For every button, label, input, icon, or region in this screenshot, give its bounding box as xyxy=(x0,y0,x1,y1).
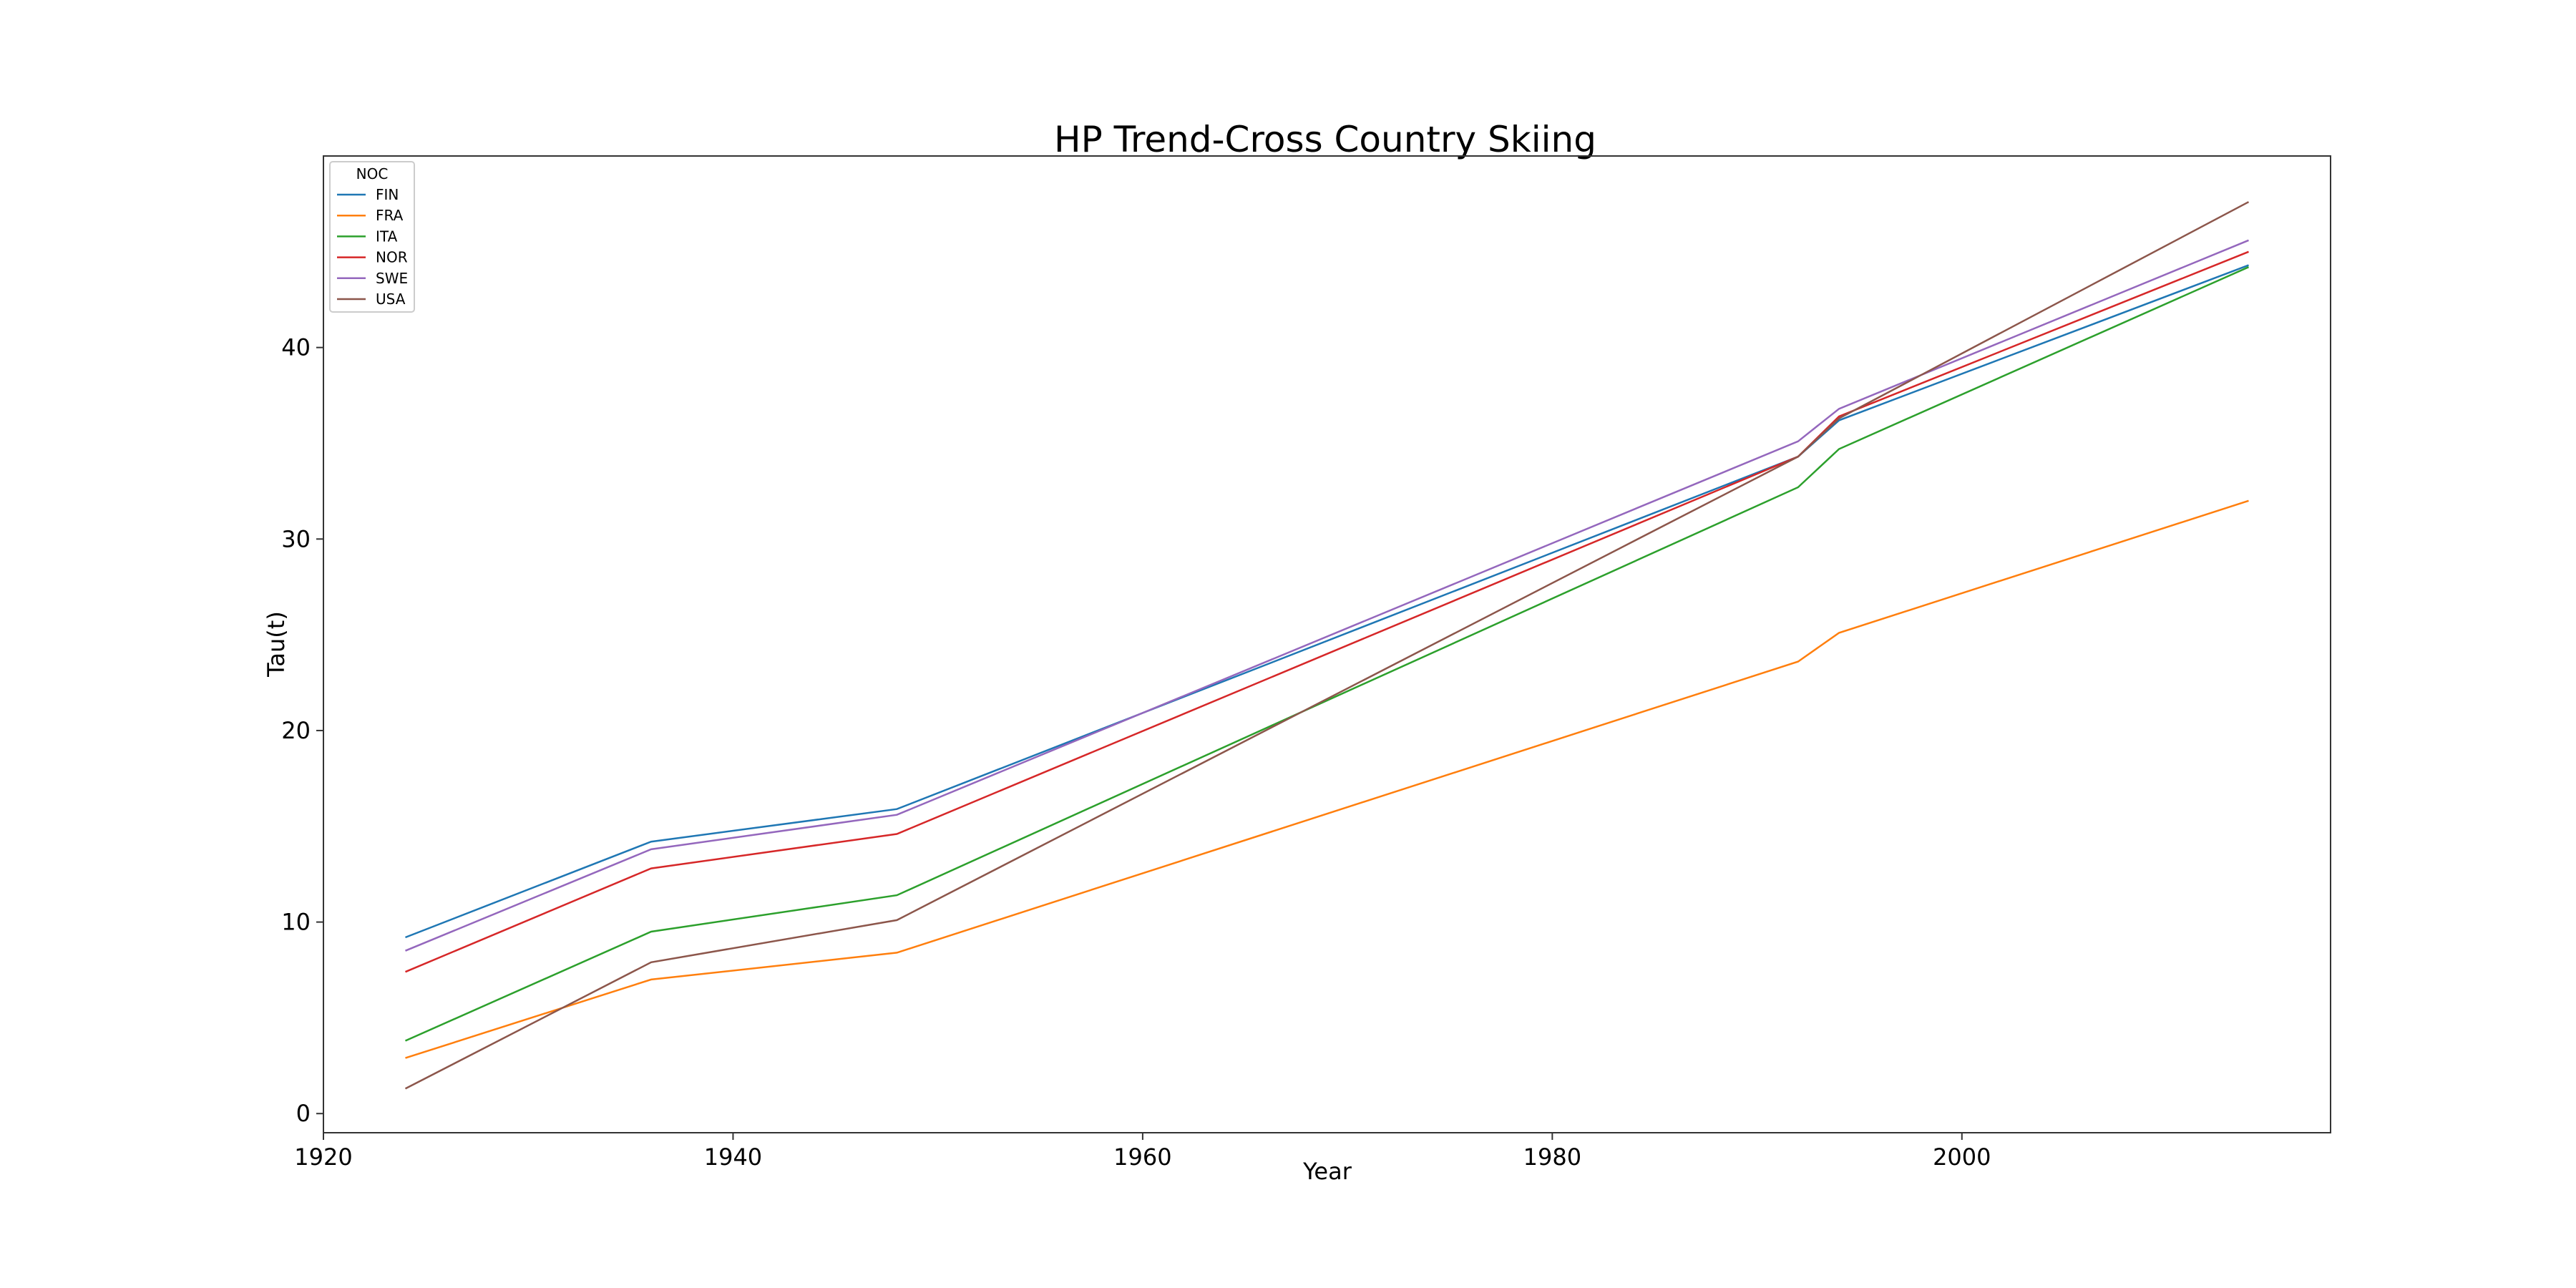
x-tick-label: 2000 xyxy=(1933,1143,1991,1171)
y-tick-label: 0 xyxy=(296,1100,311,1127)
x-tick-label: 1960 xyxy=(1113,1143,1171,1171)
x-axis-label: Year xyxy=(1302,1158,1352,1185)
legend-label-fin: FIN xyxy=(376,186,399,203)
legend-label-swe: SWE xyxy=(376,270,408,287)
series-lines xyxy=(404,201,2250,1090)
x-tick-label: 1940 xyxy=(704,1143,762,1171)
series-line-fin xyxy=(405,264,2249,939)
legend-label-fra: FRA xyxy=(376,207,404,224)
y-tick-label: 40 xyxy=(281,334,311,361)
legend-label-ita: ITA xyxy=(376,228,398,245)
y-tick-label: 20 xyxy=(281,717,311,744)
chart-title: HP Trend-Cross Country Skiing xyxy=(1054,119,1596,160)
series-line-fra xyxy=(405,499,2249,1059)
series-line-ita xyxy=(404,266,2250,1042)
y-tick-label: 10 xyxy=(281,909,311,936)
x-tick-label: 1920 xyxy=(294,1143,352,1171)
series-line-nor xyxy=(405,250,2249,973)
series-line-swe xyxy=(405,239,2249,952)
y-tick-label: 30 xyxy=(281,525,311,552)
legend-items: FIN FRA ITA NOR SWE USA xyxy=(337,186,408,308)
legend: NOC FIN FRA ITA NOR SWE USA xyxy=(329,161,415,313)
x-axis-ticks: 1920 1940 1960 1980 2000 xyxy=(294,1133,1991,1171)
x-tick-label: 1980 xyxy=(1523,1143,1581,1171)
y-axis-ticks: 0 10 20 30 40 xyxy=(281,334,323,1127)
legend-label-usa: USA xyxy=(376,291,406,308)
legend-box xyxy=(329,161,415,313)
y-axis-label: Tau(t) xyxy=(263,611,290,678)
legend-title: NOC xyxy=(356,165,389,182)
plot-frame xyxy=(323,155,2331,1133)
legend-label-nor: NOR xyxy=(376,249,408,266)
series-line-usa xyxy=(404,201,2250,1090)
